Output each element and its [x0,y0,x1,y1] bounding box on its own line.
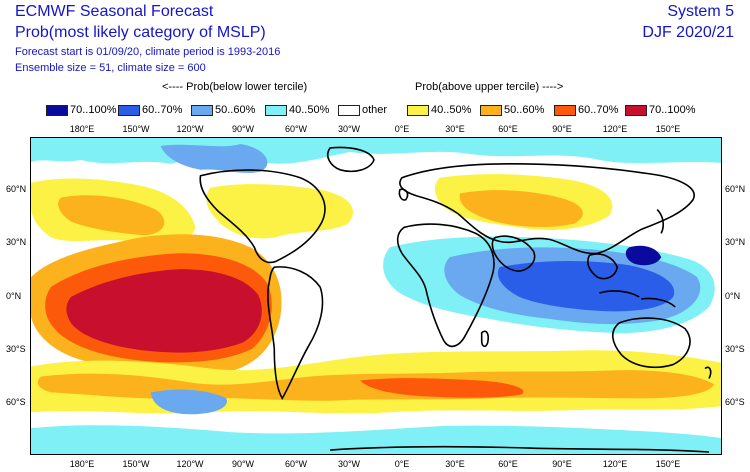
legend-item-below-70-100: 70..100% [46,104,116,116]
lon-label-top: 90°E [552,124,572,134]
lon-label-top: 90°W [231,124,255,134]
legend-item-other: other [338,104,387,116]
legend-swatch [118,104,140,116]
lon-label-bottom: 0°E [394,459,410,469]
lon-label-top: 30°W [337,124,361,134]
lon-label-top: 60°W [284,124,308,134]
coast-antarctica [330,445,710,453]
coast-indonesia [599,290,676,308]
lon-label-top: 30°E [445,124,465,134]
prob-region-npac-above-50 [58,195,165,236]
forecast-map [30,137,722,455]
lon-label-bottom: 90°W [231,459,255,469]
legend-swatch [191,104,213,116]
coast-africa [396,223,495,348]
coast-indochina [587,253,619,280]
lon-label-top: 150°E [655,124,681,134]
legend-item-below-60-70: 60..70% [118,104,182,116]
forecast-info: Forecast start is 01/09/20, climate peri… [15,46,281,58]
lon-label-bottom: 90°E [552,459,572,469]
lon-label-bottom: 150°E [655,459,681,469]
lon-label-top: 60°E [498,124,518,134]
lat-label-right: 30°N [725,237,746,247]
legend-item-above-60-70: 60..70% [554,104,618,116]
lon-label-top: 150°W [122,124,150,134]
chart-title: ECMWF Seasonal Forecast [15,3,214,20]
legend-item-above-50-60: 50..60% [480,104,544,116]
legend-swatch [46,104,68,116]
lon-label-top: 0°E [394,124,410,134]
lat-label-left: 60°S [6,397,26,407]
prob-region-indo-below-60 [497,260,675,312]
legend-item-below-50-60: 50..60% [191,104,255,116]
coast-north-america [199,169,326,264]
lat-label-left: 0°N [6,291,22,301]
coast-greenland [326,146,375,173]
prob-region-namerica-above-40 [206,184,354,239]
coast-australia [612,317,691,369]
legend-swatch [407,104,429,116]
lon-label-top: 120°W [176,124,204,134]
lon-label-bottom: 30°E [445,459,465,469]
coast-south-america [267,266,324,400]
lon-label-bottom: 30°W [337,459,361,469]
legend-above-title: Prob(above upper tercile) ----> [415,81,564,93]
legend-swatch [625,104,647,116]
lat-label-left: 30°N [6,237,27,247]
lat-label-left: 60°N [6,184,27,194]
lon-label-bottom: 150°W [122,459,150,469]
lon-label-bottom: 60°E [498,459,518,469]
legend-swatch [338,104,360,116]
lon-label-top: 180°E [69,124,95,134]
prob-region-antarctic-below-40 [31,425,721,454]
prob-region-asia-above-50 [459,190,583,228]
coast-uk [398,188,409,201]
prob-region-epac-above-70 [66,269,262,353]
legend-swatch [554,104,576,116]
coast-madagascar [480,330,489,348]
legend-below-title: <---- Prob(below lower tercile) [162,81,308,93]
legend-item-above-40-50: 40..50% [407,104,471,116]
lat-label-right: 60°N [725,184,746,194]
lat-label-right: 30°S [725,344,745,354]
lat-label-right: 0°N [725,291,741,301]
coast-new-zealand [704,366,712,379]
lon-label-bottom: 60°W [284,459,308,469]
lon-label-top: 120°E [602,124,628,134]
season-label: DJF 2020/21 [642,24,734,41]
prob-region-atlantic-below-50 [160,143,268,173]
prob-region-indo-below-70 [625,245,662,266]
legend-swatch [265,104,287,116]
system-label: System 5 [667,3,734,20]
ensemble-info: Ensemble size = 51, climate size = 600 [15,62,206,74]
coast-arabia-india [491,235,536,272]
lon-label-bottom: 120°W [176,459,204,469]
coast-europe-asia [399,163,695,255]
legend-item-above-70-100: 70..100% [625,104,695,116]
coastlines [199,146,712,453]
prob-region-southern-above-60 [360,378,524,398]
lat-label-right: 60°S [725,397,745,407]
lon-label-bottom: 180°E [69,459,95,469]
coast-japan [656,208,665,234]
legend-item-below-40-50: 40..50% [265,104,329,116]
lat-label-left: 30°S [6,344,26,354]
prob-region-spac-below-50 [150,389,227,415]
chart-subtitle: Prob(most likely category of MSLP) [15,24,266,41]
lon-label-bottom: 120°E [602,459,628,469]
legend-swatch [480,104,502,116]
